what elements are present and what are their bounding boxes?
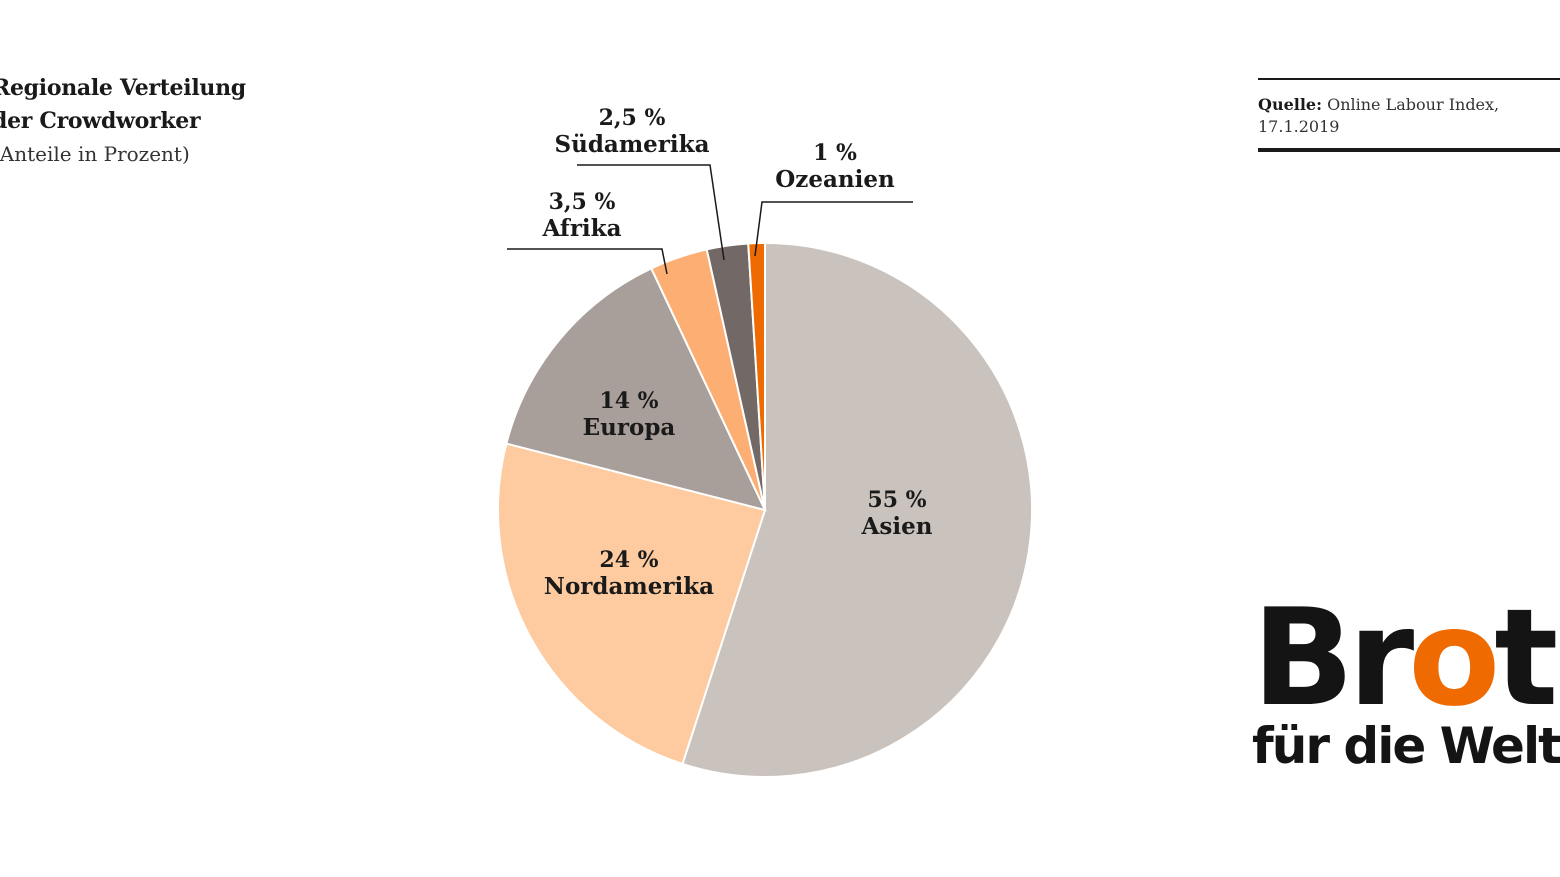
pie-slice-europa	[505, 267, 767, 512]
source-name: Online Labour Index,	[1327, 95, 1500, 114]
chart-subtitle: (Anteile in Prozent)	[0, 142, 190, 166]
source-text: Quelle: Online Labour Index, 17.1.2019	[1258, 94, 1560, 138]
leader-line-ozeanien	[754, 201, 913, 257]
value-label-nordamerika: 24 %	[599, 547, 658, 573]
source-date: 17.1.2019	[1258, 117, 1340, 136]
chart-title-block: Regionale Verteilung der Crowdworker (An…	[0, 72, 246, 171]
value-label-afrika: 3,5 %	[549, 189, 616, 215]
category-label-sudamerika: Südamerika	[555, 131, 710, 158]
chart-title-line-1: Regionale Verteilung	[0, 75, 246, 101]
source-note: Quelle: Online Labour Index, 17.1.2019	[1258, 78, 1560, 152]
logo-part-1: Br	[1252, 580, 1414, 736]
category-label-ozeanien: Ozeanien	[775, 166, 895, 193]
logo-part-2: t	[1494, 580, 1558, 736]
category-label-asien: Asien	[861, 513, 933, 540]
category-label-europa: Europa	[583, 414, 676, 441]
category-label-afrika: Afrika	[541, 215, 621, 242]
logo-tagline: für die Welt	[1252, 717, 1560, 775]
category-label-nordamerika: Nordamerika	[544, 573, 714, 600]
value-label-asien: 55 %	[867, 487, 926, 513]
logo-wordmark: Brot	[1252, 591, 1560, 725]
logo-accent: o	[1408, 580, 1500, 736]
value-label-ozeanien: 1 %	[813, 140, 857, 166]
pie-slice-nordamerika	[497, 442, 767, 766]
value-label-sudamerika: 2,5 %	[599, 105, 666, 131]
source-label: Quelle:	[1258, 95, 1322, 114]
leader-line-sudamerika	[577, 164, 725, 261]
pie-slice-asien	[681, 241, 1033, 778]
chart-title-line-2: der Crowdworker	[0, 108, 201, 134]
brot-fuer-die-welt-logo: Brot für die Welt	[1252, 591, 1560, 776]
leader-line-afrika	[507, 248, 668, 275]
value-label-europa: 14 %	[599, 388, 658, 414]
